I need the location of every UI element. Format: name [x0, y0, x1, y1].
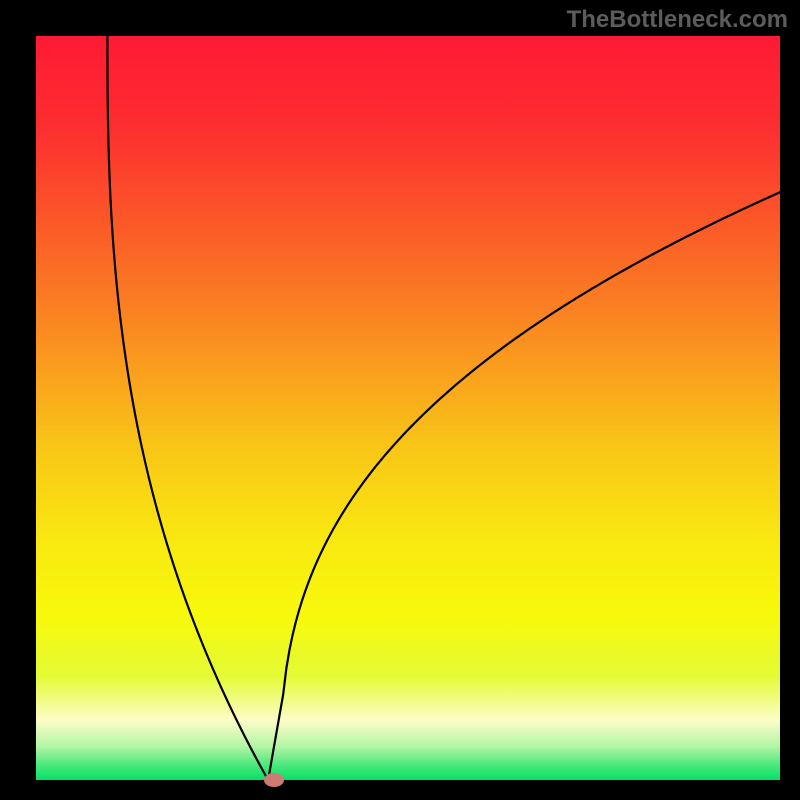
plot-area: [36, 36, 780, 780]
chart-svg: [36, 36, 780, 780]
watermark-text: TheBottleneck.com: [567, 6, 788, 34]
gradient-background: [36, 36, 780, 780]
minimum-marker: [264, 773, 284, 787]
